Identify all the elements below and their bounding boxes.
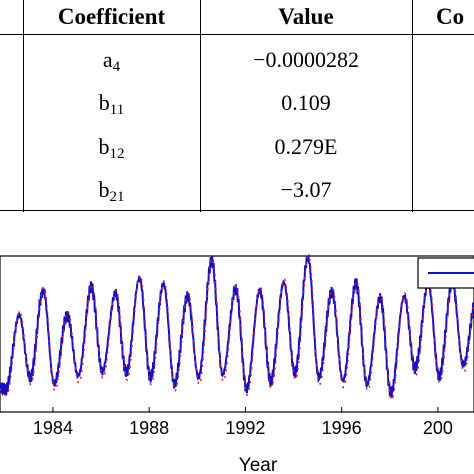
value-cell: 0.279E — [274, 134, 338, 159]
x-tick-label: 1996 — [322, 418, 362, 438]
series-line-observed — [0, 253, 474, 399]
x-axis-ticks — [52, 407, 439, 412]
header-partial: Co — [436, 4, 465, 29]
x-tick-label: 200 — [423, 418, 453, 438]
header-rule — [0, 34, 474, 35]
column-divider — [412, 0, 413, 212]
header-value: Value — [278, 4, 334, 29]
x-axis-label: Year — [239, 455, 278, 474]
value-cell: −0.0000282 — [253, 47, 359, 72]
x-tick-label: 1992 — [225, 418, 265, 438]
coefficient-cell: b12 — [98, 134, 125, 162]
coefficient-cell: a4 — [102, 47, 121, 75]
x-tick-labels: 1984 1988 1992 1996 200 — [33, 418, 453, 438]
series-line-model — [0, 255, 474, 401]
series-layer — [0, 253, 474, 401]
time-series-chart: 1984 1988 1992 1996 200 Year — [0, 253, 474, 474]
column-divider — [200, 0, 201, 212]
value-cell: 0.109 — [281, 90, 331, 115]
x-tick-label: 1988 — [129, 418, 169, 438]
column-divider — [23, 0, 24, 212]
value-cell: −3.07 — [280, 177, 332, 202]
coefficient-table: Coefficient Value Co a4 −0.0000282 b11 0… — [0, 0, 474, 212]
bottom-rule — [0, 210, 474, 211]
plot-frame — [0, 255, 474, 413]
legend — [417, 257, 474, 289]
header-coefficient: Coefficient — [57, 4, 166, 29]
coefficient-cell: b21 — [98, 177, 125, 205]
coefficient-cell: b11 — [98, 90, 125, 118]
x-tick-label: 1984 — [33, 418, 73, 438]
